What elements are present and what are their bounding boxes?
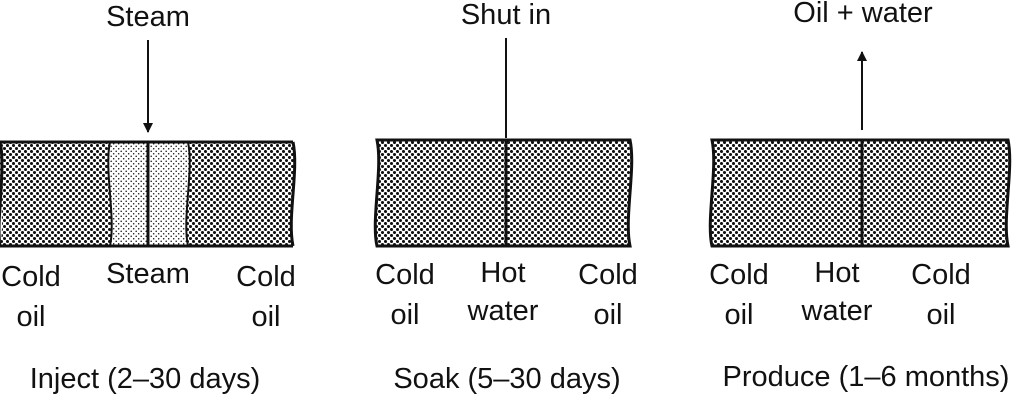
steam-front-right [185,141,191,247]
soak-zone-label-center-1: Hot [480,257,525,289]
panel-inject: Steam Cold oil Steam Cold oil Inject (2–… [0,1,297,395]
panel-inject-top-label: Steam [106,1,190,33]
soak-zone-label-center-2: water [467,295,539,327]
produce-zone-label-center-2: water [801,295,873,327]
panel-soak-caption: Soak (5–30 days) [393,363,620,395]
inject-zone-label-left-2: oil [16,301,45,333]
soak-zone-label-right-1: Cold [578,259,638,291]
reservoir-cold-oil-left [0,142,112,246]
produce-zone-label-left-2: oil [724,299,753,331]
inject-zone-label-center: Steam [106,258,190,290]
produce-zone-label-left-1: Cold [709,259,769,291]
produce-zone-label-right-1: Cold [911,259,971,291]
reservoir-produce [708,138,1012,248]
panel-produce-top-label: Oil + water [793,0,933,29]
panel-produce: Oil + water Cold oil Hot water Cold oil … [708,0,1012,393]
panel-inject-caption: Inject (2–30 days) [30,363,261,395]
inject-zone-label-right-1: Cold [236,261,296,293]
soak-zone-label-left-1: Cold [375,259,435,291]
panel-produce-caption: Produce (1–6 months) [723,361,1010,393]
soak-zone-label-left-2: oil [390,299,419,331]
panel-soak: Shut in Cold oil Hot water Cold oil Soak… [373,0,638,395]
soak-zone-label-right-2: oil [593,299,622,331]
steam-front-left [107,141,113,247]
panel-soak-top-label: Shut in [461,0,551,31]
produce-zone-label-center-1: Hot [814,257,859,289]
inject-zone-label-right-2: oil [251,301,280,333]
reservoir-soak [373,138,634,248]
inject-zone-label-left-1: Cold [1,261,61,293]
produce-zone-label-right-2: oil [926,299,955,331]
reservoir-cold-oil-right [186,142,295,246]
